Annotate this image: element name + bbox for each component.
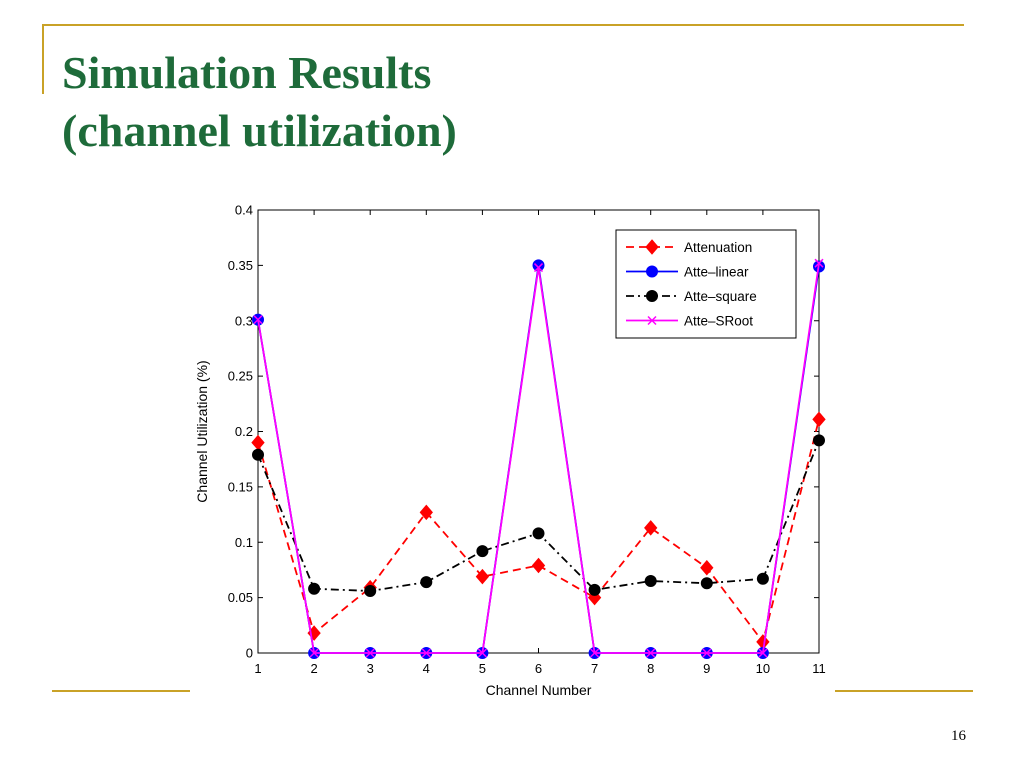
data-point-atte-square — [532, 527, 545, 540]
slide-title-line2: (channel utilization) — [62, 105, 457, 156]
x-tick-label: 8 — [647, 661, 654, 676]
bottom-rule-right — [835, 690, 973, 692]
x-tick-label: 5 — [479, 661, 486, 676]
data-point-atte-sroot-stroke — [421, 648, 431, 658]
data-point-atte-sroot-stroke — [365, 648, 375, 658]
data-point-atte-sroot-stroke — [309, 648, 319, 658]
data-point-atte-square — [476, 545, 489, 558]
y-tick-label: 0.2 — [235, 424, 253, 439]
y-tick-label: 0.4 — [235, 203, 253, 218]
y-tick-label: 0.3 — [235, 313, 253, 328]
data-point-attenuation — [644, 520, 658, 536]
legend: Attenuation Atte–linear Atte–square Atte–SR… — [615, 229, 797, 339]
data-point-atte-sroot — [646, 648, 656, 658]
legend-marker-atte-square — [646, 290, 658, 302]
y-axis-label: Channel Utilization (%) — [194, 360, 210, 502]
data-point-atte-sroot — [477, 648, 487, 658]
data-point-atte-sroot-stroke — [253, 315, 263, 325]
data-point-atte-square — [756, 572, 769, 585]
data-point-atte-square — [588, 583, 601, 596]
legend-label-atte-linear: Atte–linear — [684, 265, 749, 280]
y-axis-ticks: 0 0.05 0.1 0.15 0.2 0.25 0.3 0.35 0.4 — [228, 203, 819, 661]
x-tick-label: 1 — [254, 661, 261, 676]
data-point-atte-sroot — [590, 648, 600, 658]
legend-marker-atte-linear — [646, 265, 658, 278]
data-point-attenuation — [700, 559, 714, 576]
legend-marker-atte-sroot — [647, 315, 657, 326]
data-point-attenuation — [475, 568, 490, 585]
x-tick-label: 9 — [703, 661, 710, 676]
data-point-atte-sroot — [814, 258, 824, 268]
data-point-atte-sroot-stroke — [814, 258, 824, 268]
data-point-attenuation — [531, 557, 546, 574]
x-tick-label: 3 — [367, 661, 374, 676]
legend-label-atte-sroot: Atte–SRoot — [684, 314, 753, 329]
data-point-atte-square — [700, 577, 713, 590]
data-point-atte-sroot-stroke — [646, 648, 656, 658]
data-point-attenuation — [419, 504, 433, 521]
data-point-atte-sroot-stroke — [702, 648, 712, 658]
data-point-atte-sroot — [758, 648, 768, 658]
data-point-atte-sroot — [702, 648, 712, 658]
x-axis-label: Channel Number — [486, 682, 592, 698]
y-tick-label: 0 — [246, 646, 253, 661]
data-point-attenuation — [812, 411, 826, 428]
bottom-rule-left — [52, 690, 190, 692]
y-tick-label: 0.35 — [228, 258, 253, 273]
legend-label-attenuation: Attenuation — [684, 240, 752, 255]
data-point-atte-sroot — [421, 648, 431, 658]
data-point-atte-sroot — [365, 648, 375, 658]
slide-title: Simulation Results (channel utilization) — [62, 44, 457, 160]
data-point-atte-sroot — [253, 315, 263, 325]
x-tick-label: 7 — [591, 661, 598, 676]
series-atte-sroot — [253, 258, 824, 658]
y-tick-label: 0.25 — [228, 369, 253, 384]
x-tick-label: 4 — [423, 661, 430, 676]
data-point-atte-square — [644, 575, 657, 588]
y-tick-label: 0.1 — [235, 535, 253, 550]
y-tick-label: 0.05 — [228, 590, 253, 605]
data-point-atte-sroot-stroke — [533, 263, 544, 273]
data-point-atte-sroot-stroke — [758, 648, 768, 658]
left-rule — [42, 24, 44, 94]
data-point-atte-square — [364, 584, 377, 597]
x-tick-label: 6 — [535, 661, 542, 676]
data-point-atte-square — [308, 582, 321, 595]
data-point-atte-sroot — [309, 648, 319, 658]
x-tick-label: 10 — [756, 661, 770, 676]
y-tick-label: 0.15 — [228, 479, 253, 494]
data-point-atte-sroot — [533, 263, 544, 273]
data-point-atte-sroot-stroke — [590, 648, 600, 658]
series-atte-square — [252, 434, 825, 597]
page-number: 16 — [951, 728, 966, 744]
x-tick-label: 11 — [812, 661, 826, 676]
data-point-atte-sroot-stroke — [477, 648, 487, 658]
slide-title-line1: Simulation Results — [62, 47, 432, 98]
data-point-atte-square — [813, 434, 825, 447]
top-rule — [42, 24, 964, 26]
series-layer — [251, 258, 826, 659]
series-attenuation — [251, 411, 826, 650]
legend-marker-attenuation — [645, 239, 659, 255]
data-point-atte-square — [420, 576, 433, 589]
data-point-atte-square — [252, 448, 264, 461]
x-tick-label: 2 — [310, 661, 317, 676]
legend-marker-atte-sroot-stroke — [647, 315, 657, 326]
x-axis-ticks: 1 2 3 4 5 6 7 8 9 10 11 — [254, 210, 826, 676]
legend-label-atte-square: Atte–square — [684, 289, 757, 304]
